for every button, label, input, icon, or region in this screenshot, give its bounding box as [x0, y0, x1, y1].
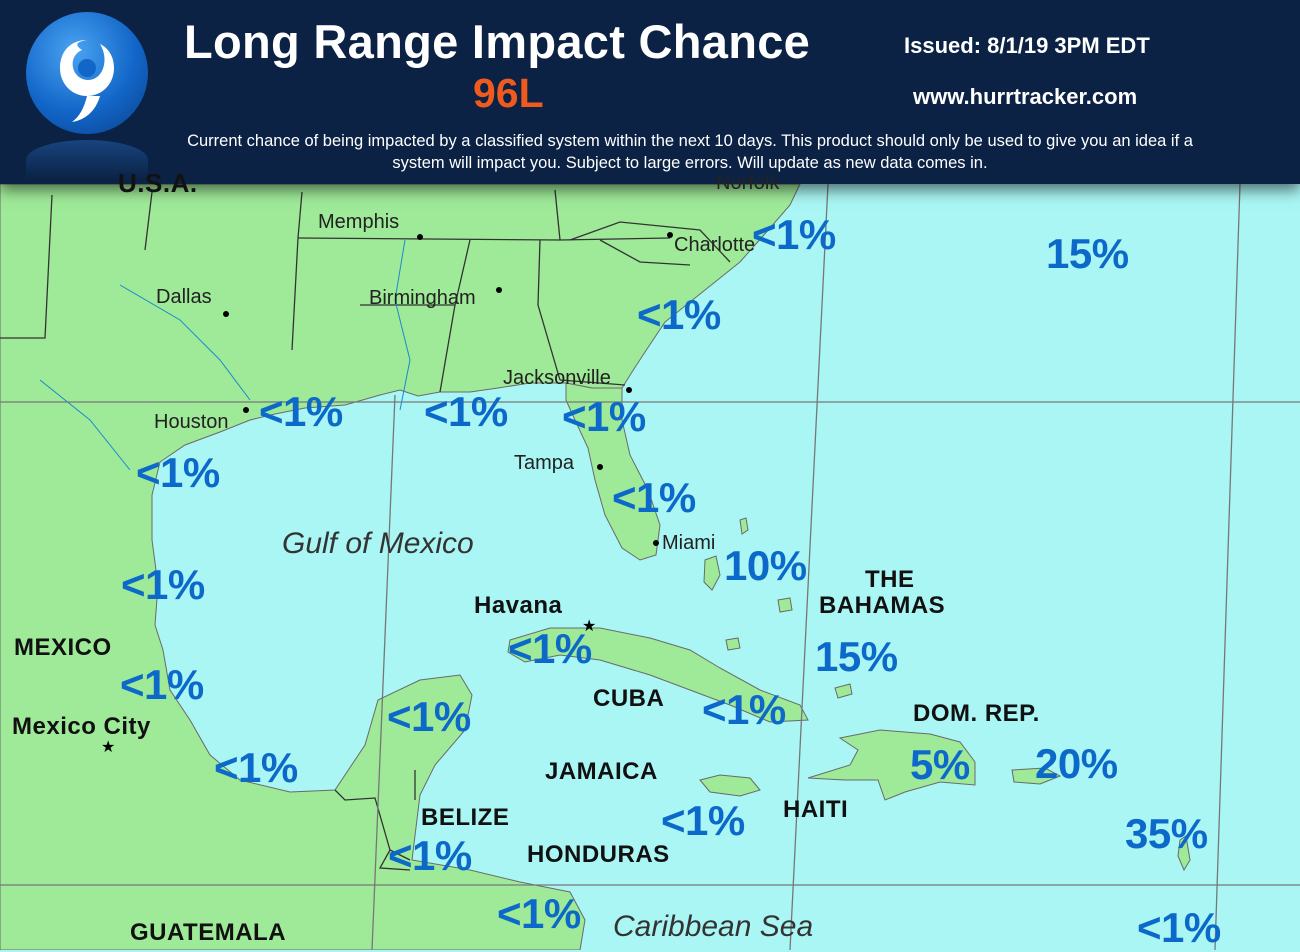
chance-south-texas: <1% [136, 449, 220, 496]
country-label-belize: BELIZE [421, 804, 510, 831]
houston-marker [243, 407, 249, 413]
chance-belize: <1% [388, 832, 472, 879]
chance-florida-southwest: <1% [612, 474, 696, 521]
city-label-mexico-city: Mexico City [12, 713, 151, 740]
page-title: Long Range Impact Chance [184, 15, 811, 68]
chance-miami-east: 10% [724, 542, 807, 589]
birmingham-marker [496, 287, 502, 293]
city-label-charlotte: Charlotte [674, 234, 756, 256]
country-label-cuba: CUBA [593, 685, 665, 712]
chance-bahamas: 15% [815, 633, 898, 680]
chance-charlotte-coast: <1% [752, 211, 836, 258]
country-label-bahamas-line1: THE [865, 566, 915, 593]
chance-houston: <1% [259, 388, 343, 435]
country-label-mexico: MEXICO [14, 634, 112, 661]
chance-atlantic-north: 15% [1046, 230, 1129, 277]
city-label-miami: Miami [662, 532, 716, 554]
city-label-tampa: Tampa [514, 452, 575, 474]
tampa-marker [597, 464, 603, 470]
header-banner: Long Range Impact Chance 96L Issued: 8/1… [0, 0, 1300, 184]
florida-peninsula [565, 382, 661, 561]
chance-yucatan-north: <1% [387, 693, 471, 740]
chance-honduras: <1% [497, 890, 581, 937]
city-label-dallas: Dallas [156, 286, 212, 308]
chance-havana: <1% [508, 625, 592, 672]
puerto-rico-island [1011, 767, 1062, 785]
storm-id: 96L [473, 70, 544, 116]
chance-jacksonville: <1% [562, 393, 646, 440]
chance-leeward: 35% [1125, 810, 1208, 857]
usa-label: U.S.A. [118, 168, 198, 198]
miami-marker [653, 540, 659, 546]
chance-hispaniola: 5% [910, 741, 970, 788]
cuba-island [507, 627, 809, 723]
city-label-houston: Houston [154, 411, 229, 433]
country-label-dom-rep: DOM. REP. [913, 700, 1040, 727]
north-america-landmass [0, 183, 801, 950]
chance-cuba-east: <1% [702, 686, 786, 733]
chance-carolina-coast: <1% [637, 291, 721, 338]
chance-mexico-north: <1% [121, 561, 205, 608]
city-label-jacksonville: Jacksonville [503, 367, 611, 389]
disclaimer-text: Current chance of being impacted by a cl… [187, 132, 1193, 172]
chance-dom-rep-east: 20% [1035, 740, 1118, 787]
dallas-marker [223, 311, 229, 317]
chance-louisiana: <1% [424, 388, 508, 435]
country-label-jamaica: JAMAICA [545, 758, 658, 785]
chance-windward: <1% [1137, 904, 1221, 951]
logo-reflection [26, 140, 148, 180]
charlotte-marker [667, 232, 673, 238]
jamaica-island [699, 774, 761, 797]
water-label-gulf-of-mexico: Gulf of Mexico [282, 527, 474, 560]
chance-jamaica: <1% [661, 797, 745, 844]
city-label-birmingham: Birmingham [369, 287, 476, 309]
hispaniola-island [807, 729, 976, 801]
hurricane-icon [26, 12, 148, 134]
memphis-marker [417, 234, 423, 240]
website-url[interactable]: www.hurrtracker.com [913, 84, 1138, 109]
country-label-honduras: HONDURAS [527, 841, 670, 868]
city-label-havana: Havana [474, 592, 563, 619]
issued-timestamp: Issued: 8/1/19 3PM EDT [904, 33, 1150, 58]
chance-bay-of-campeche: <1% [214, 744, 298, 791]
water-label-caribbean-sea: Caribbean Sea [613, 910, 814, 943]
city-label-memphis: Memphis [318, 211, 400, 233]
mexico-city-capital-icon: ★ [101, 739, 116, 756]
jacksonville-marker [626, 387, 632, 393]
country-label-guatemala: GUATEMALA [130, 919, 287, 946]
country-label-haiti: HAITI [783, 796, 849, 823]
chance-mexico-south: <1% [120, 661, 204, 708]
country-label-bahamas-line2: BAHAMAS [819, 592, 946, 619]
havana-capital-icon: ★ [582, 618, 597, 635]
norfolk-label: Norfolk [716, 172, 780, 194]
